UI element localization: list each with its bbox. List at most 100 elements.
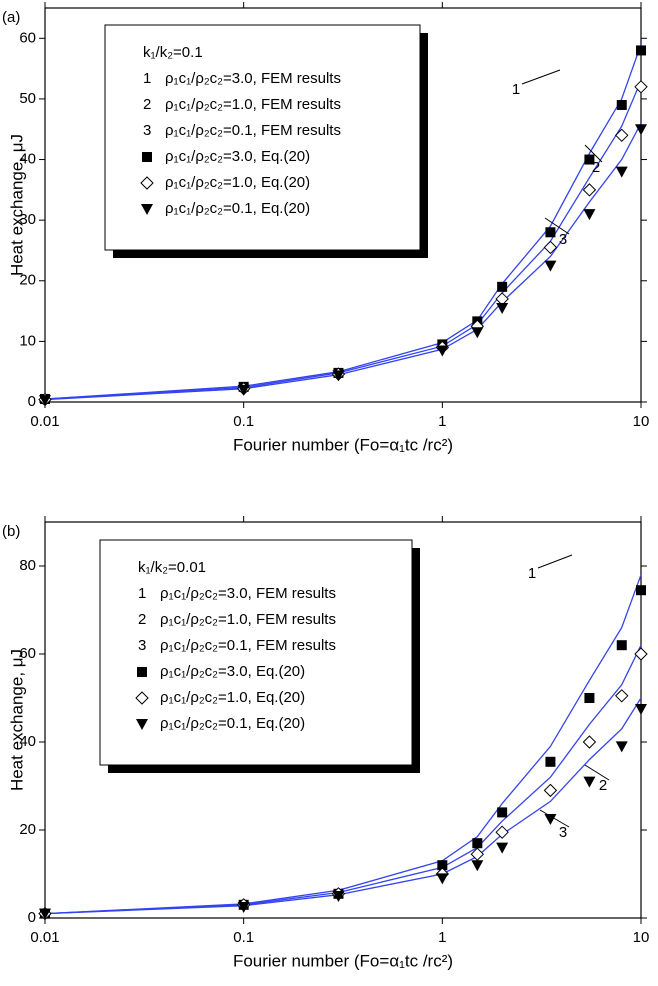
leader-line [539, 809, 570, 828]
x-tick-label: 0.1 [233, 929, 254, 946]
x-axis-label: Fourier number (Fo=α₁tc /rc²) [233, 435, 453, 454]
panel-label: (b) [2, 523, 20, 540]
y-tick-label: 20 [19, 272, 36, 289]
marker-square [616, 99, 627, 110]
legend-entry: ρ₁c₁/ρ₂c₂=1.0, Eq.(20) [165, 174, 310, 191]
curve-label: 3 [559, 231, 567, 248]
fem-line [44, 122, 642, 401]
legend-entry: ρ₁c₁/ρ₂c₂=0.1, Eq.(20) [160, 715, 305, 732]
legend-entry: ρ₁c₁/ρ₂c₂=3.0, Eq.(20) [160, 663, 305, 680]
x-tick-label: 1 [438, 929, 446, 946]
legend-title: k₁/k₂=0.1 [143, 44, 203, 61]
leader-line [537, 554, 573, 569]
marker-triangle [39, 908, 51, 920]
legend-number: 3 [143, 122, 151, 139]
y-tick-label: 50 [19, 90, 36, 107]
y-tick-label: 80 [19, 557, 36, 574]
x-tick-label: 0.1 [233, 413, 254, 430]
legend-number: 1 [138, 585, 146, 602]
curve-label: 2 [599, 777, 607, 794]
plot-frame [44, 521, 642, 919]
leader-line [544, 217, 570, 235]
legend-entry: ρ₁c₁/ρ₂c₂=1.0, Eq.(20) [160, 689, 305, 706]
marker-triangle [496, 303, 509, 315]
marker-triangle [544, 260, 557, 272]
marker-diamond [543, 240, 558, 255]
y-tick-label: 60 [19, 645, 36, 662]
y-tick-label: 0 [28, 393, 36, 410]
y-tick-label: 60 [19, 29, 36, 46]
legend-box [99, 539, 413, 766]
x-tick-label: 0.01 [30, 413, 59, 430]
legend-entry: ρ₁c₁/ρ₂c₂=0.1, Eq.(20) [165, 200, 310, 217]
marker-diamond [582, 183, 597, 197]
curve-label: 2 [592, 159, 600, 176]
fem-line [44, 574, 642, 915]
legend-entry: ρ₁c₁/ρ₂c₂=3.0, FEM results [165, 70, 341, 87]
marker-diamond [135, 691, 149, 705]
marker-square [616, 640, 627, 651]
legend-entry: ρ₁c₁/ρ₂c₂=0.1, FEM results [165, 122, 341, 139]
marker-triangle [583, 776, 596, 788]
marker-triangle [237, 384, 250, 396]
marker-square [584, 693, 595, 703]
legend-entry: ρ₁c₁/ρ₂c₂=0.1, FEM results [160, 637, 336, 654]
marker-triangle [471, 860, 484, 872]
x-tick-label: 0.01 [30, 929, 59, 946]
legend-number: 1 [143, 70, 151, 87]
leader-line [521, 69, 561, 85]
y-tick-label: 40 [19, 733, 36, 750]
marker-triangle [635, 704, 647, 715]
marker-diamond [140, 176, 154, 190]
legend-title: k₁/k₂=0.01 [138, 559, 206, 576]
y-tick-label: 10 [19, 332, 36, 349]
marker-triangle [141, 204, 153, 215]
y-axis-label: Heat exchange, μJ [7, 649, 26, 791]
marker-triangle [615, 741, 628, 753]
marker-diamond [634, 80, 648, 94]
marker-square [497, 281, 508, 292]
y-tick-label: 20 [19, 821, 36, 838]
y-tick-label: 40 [19, 151, 36, 168]
marker-triangle [39, 395, 51, 407]
x-tick-label: 10 [633, 929, 650, 946]
leader-line [584, 144, 603, 163]
marker-square [472, 838, 483, 849]
marker-diamond [615, 128, 629, 142]
marker-square [584, 154, 595, 165]
marker-triangle [332, 891, 345, 902]
legend-entry: ρ₁c₁/ρ₂c₂=1.0, FEM results [160, 611, 336, 628]
legend-number: 2 [143, 96, 151, 113]
x-tick-label: 1 [438, 413, 446, 430]
panel-label: (a) [2, 9, 20, 26]
marker-triangle [237, 902, 250, 913]
curve-label: 1 [512, 81, 520, 98]
marker-triangle [436, 873, 449, 885]
marker-triangle [136, 719, 148, 730]
marker-square [545, 227, 556, 238]
marker-square [437, 860, 448, 871]
marker-square [142, 152, 152, 162]
legend-number: 2 [138, 611, 146, 628]
marker-triangle [635, 124, 647, 136]
marker-triangle [583, 209, 596, 221]
marker-diamond [495, 825, 509, 839]
marker-triangle [615, 166, 628, 178]
fem-line [44, 644, 642, 915]
marker-triangle [436, 345, 449, 357]
legend-entry: ρ₁c₁/ρ₂c₂=1.0, FEM results [165, 96, 341, 113]
marker-diamond [615, 689, 629, 703]
marker-triangle [544, 814, 557, 825]
x-axis-label: Fourier number (Fo=α₁tc /rc²) [233, 951, 453, 970]
marker-square [636, 585, 646, 596]
y-tick-label: 30 [19, 211, 36, 228]
curve-label: 3 [559, 824, 567, 841]
legend-box [104, 24, 421, 251]
leader-line [584, 764, 610, 781]
marker-square [636, 45, 646, 56]
marker-diamond [582, 735, 597, 749]
marker-square [545, 756, 556, 767]
marker-diamond [543, 783, 558, 798]
